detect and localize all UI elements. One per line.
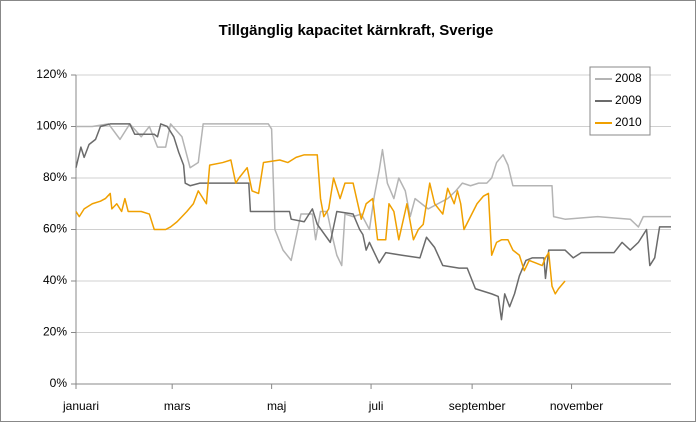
y-tick-label: 60% [43, 222, 67, 236]
x-tick-label: september [449, 399, 506, 413]
y-tick-label: 20% [43, 325, 67, 339]
y-tick-label: 80% [43, 170, 67, 184]
series-line [76, 123, 671, 267]
y-tick-label: 120% [36, 67, 67, 81]
x-tick-label: maj [267, 399, 286, 413]
legend-label: 2008 [615, 71, 642, 85]
y-tick-label: 100% [36, 119, 67, 133]
y-tick-label: 40% [43, 273, 67, 287]
series-line [75, 123, 671, 321]
series-line [75, 154, 566, 295]
legend-label: 2009 [615, 93, 642, 107]
x-tick-label: juli [368, 399, 384, 413]
x-tick-label: november [550, 399, 603, 413]
x-tick-label: januari [62, 399, 99, 413]
legend-label: 2010 [615, 115, 642, 129]
chart-title: Tillgänglig kapacitet kärnkraft, Sverige [219, 22, 494, 39]
y-tick-label: 0% [50, 376, 68, 390]
x-tick-label: mars [164, 399, 191, 413]
